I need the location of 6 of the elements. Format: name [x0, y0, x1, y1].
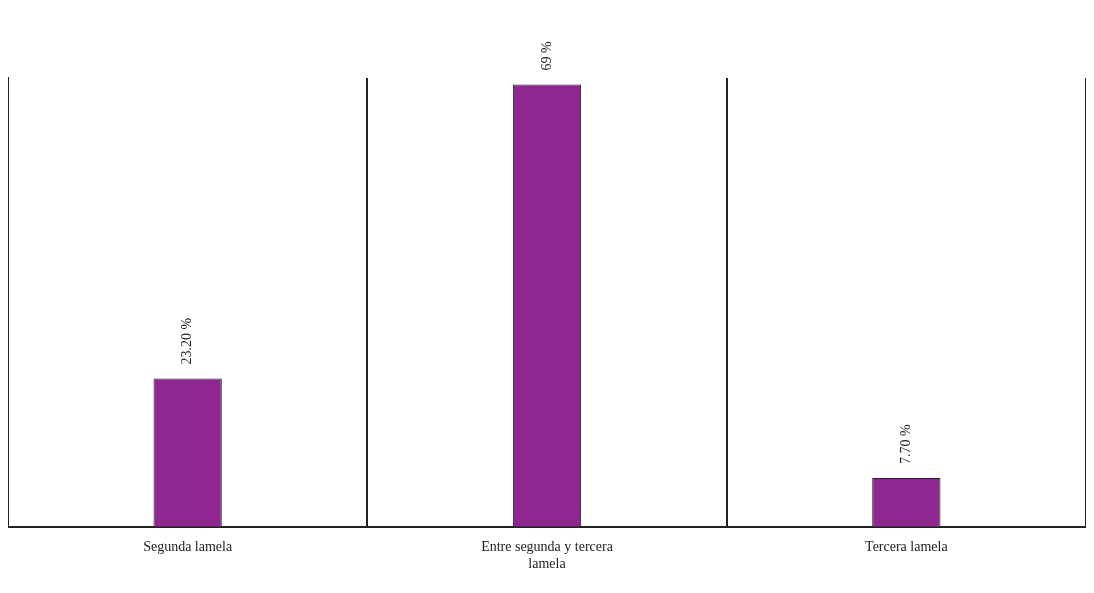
data-label: 69 %: [538, 40, 554, 71]
data-label: 7.70 %: [898, 423, 914, 464]
x-tick-label: Tercera lamela: [865, 539, 949, 555]
data-label: 23.20 %: [179, 317, 195, 365]
x-tick-label: Entre segunda y tercera lamela: [481, 539, 614, 572]
x-tick-label: Segunda lamela: [143, 539, 233, 555]
